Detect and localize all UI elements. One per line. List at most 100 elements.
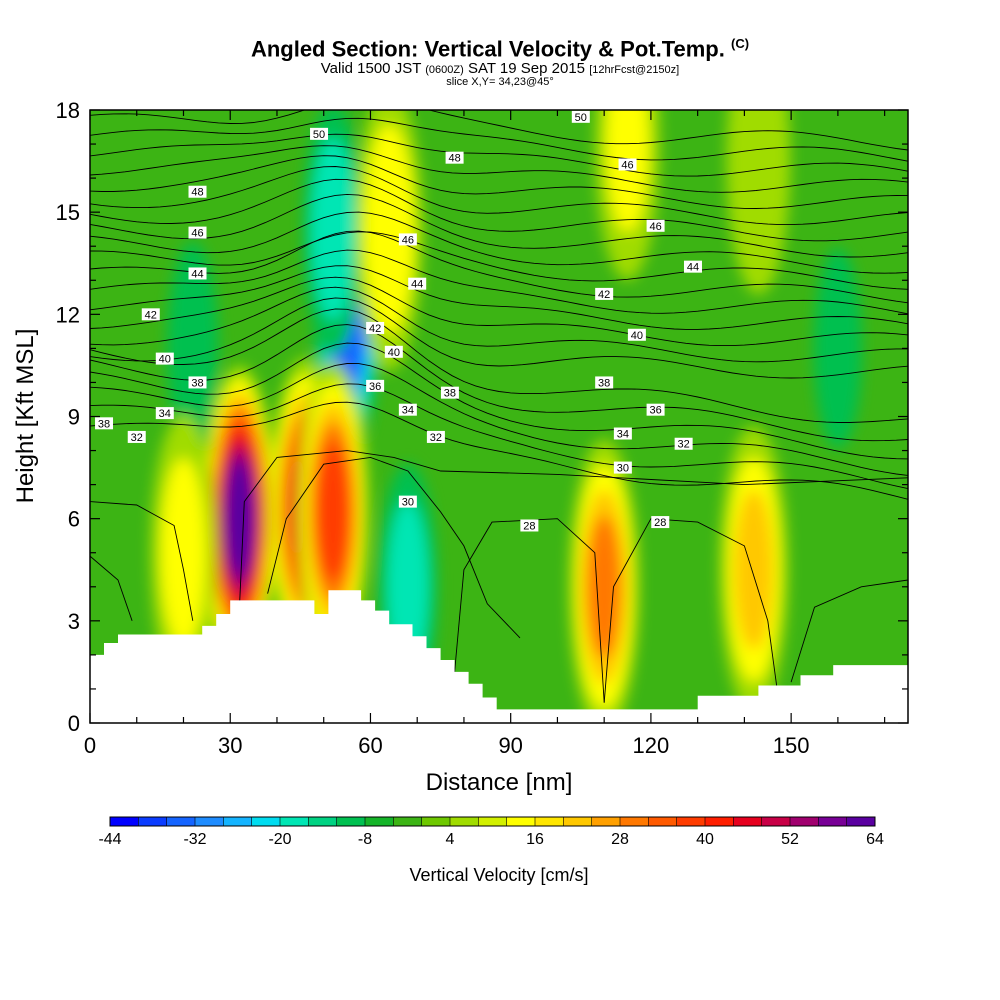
theta-label: 30 xyxy=(613,461,632,475)
theta-label-box xyxy=(95,417,114,430)
theta-label-box xyxy=(398,403,417,416)
theta-label: 46 xyxy=(646,219,665,233)
x-tick-label: 30 xyxy=(218,733,242,758)
theta-contour xyxy=(90,178,908,242)
theta-label-text: 50 xyxy=(313,129,325,141)
colorbar-tick-label: 64 xyxy=(866,831,884,848)
theta-contour xyxy=(90,117,908,162)
updraft-core xyxy=(224,458,255,579)
colorbar-tick-label: -44 xyxy=(98,831,121,848)
theta-label: 44 xyxy=(683,260,702,274)
colorbar-swatch xyxy=(818,817,848,826)
colorbar-swatch xyxy=(478,817,508,826)
colorbar-frame xyxy=(109,816,876,827)
theta-label: 34 xyxy=(613,427,632,441)
theta-label-box xyxy=(618,158,637,171)
theta-label-box xyxy=(595,376,614,389)
theta-label: 32 xyxy=(674,437,693,451)
theta-label-text: 28 xyxy=(654,517,666,529)
theta-contour xyxy=(790,579,908,683)
colorbar-swatch xyxy=(676,817,706,826)
theta-label-box xyxy=(366,321,385,334)
theta-contour xyxy=(90,155,908,209)
colorbar-tick-label: 16 xyxy=(526,831,544,848)
theta-label-box xyxy=(426,430,445,443)
theta-contour xyxy=(90,308,908,423)
theta-label: 28 xyxy=(651,516,670,529)
theta-label: 46 xyxy=(398,233,417,246)
theta-label-box xyxy=(188,267,207,280)
theta-label: 28 xyxy=(520,519,539,532)
colorbar-swatch xyxy=(223,817,253,826)
colorbar-swatch xyxy=(450,817,479,826)
theta-contour xyxy=(90,110,908,151)
colorbar-swatch xyxy=(790,817,819,826)
colorbar-tick-label: 40 xyxy=(696,831,714,848)
theta-contour xyxy=(90,145,908,193)
colorbar-tick-label: -20 xyxy=(268,831,291,848)
theta-contour xyxy=(90,324,908,442)
theta-label: 38 xyxy=(440,386,459,400)
theta-label-box xyxy=(646,219,665,232)
y-tick-label: 12 xyxy=(56,302,80,327)
theta-label: 44 xyxy=(188,267,207,280)
colorbar-swatch xyxy=(846,817,876,826)
downdraft-core xyxy=(813,248,862,449)
theta-contour xyxy=(603,518,778,703)
theta-label-text: 44 xyxy=(191,268,203,280)
x-tick-label: 120 xyxy=(633,733,670,758)
x-tick-label: 90 xyxy=(498,733,522,758)
colorbar-label: Vertical Velocity [cm/s] xyxy=(409,865,588,885)
theta-label: 38 xyxy=(95,417,114,430)
theta-label-box xyxy=(188,226,207,239)
theta-contour xyxy=(90,193,908,258)
theta-label: 36 xyxy=(646,403,665,417)
updraft-core xyxy=(586,515,622,659)
theta-label: 32 xyxy=(127,430,146,444)
y-tick-label: 6 xyxy=(68,507,80,532)
theta-label-box xyxy=(445,151,464,164)
theta-label-text: 42 xyxy=(369,323,381,335)
theta-label-box xyxy=(674,437,693,450)
colorbar-swatch xyxy=(761,817,791,826)
potential-temperature-contours xyxy=(90,110,908,703)
x-tick-label: 0 xyxy=(84,733,96,758)
theta-contour xyxy=(90,166,908,226)
theta-contour xyxy=(90,276,908,347)
theta-label-text: 28 xyxy=(523,520,535,532)
theta-label-text: 40 xyxy=(159,354,171,366)
chart-title-text: Angled Section: Vertical Velocity & Pot.… xyxy=(250,36,725,62)
theta-label: 32 xyxy=(426,430,445,444)
theta-label: 42 xyxy=(366,321,385,335)
theta-label-text: 40 xyxy=(388,347,400,359)
forecast-info: [12hrFcst@2150z] xyxy=(589,64,680,76)
theta-label-text: 46 xyxy=(402,234,414,246)
colorbar-swatch xyxy=(195,817,224,826)
theta-label-text: 50 xyxy=(575,112,587,124)
theta-label-text: 46 xyxy=(621,159,633,171)
theta-label-box xyxy=(440,386,459,399)
theta-label-text: 48 xyxy=(191,187,203,199)
theta-label: 38 xyxy=(595,376,614,389)
colorbar-swatch xyxy=(308,817,338,826)
theta-label: 38 xyxy=(188,376,207,389)
theta-contour xyxy=(90,363,908,476)
colorbar-swatch xyxy=(110,817,139,826)
colorbar-swatch xyxy=(393,817,423,826)
theta-label-text: 36 xyxy=(649,405,661,417)
theta-label-text: 46 xyxy=(649,221,661,233)
colorbar-swatch xyxy=(705,817,734,826)
theta-label-text: 30 xyxy=(617,463,629,475)
theta-contour xyxy=(90,383,908,490)
theta-contour xyxy=(239,450,908,604)
y-tick-label: 9 xyxy=(68,405,80,430)
downdraft-core xyxy=(311,137,356,321)
theta-label: 34 xyxy=(155,407,174,420)
theta-label-box xyxy=(188,185,207,198)
theta-label-text: 48 xyxy=(448,153,460,165)
theta-label-box xyxy=(127,430,146,443)
colorbar-swatch xyxy=(280,817,309,826)
theta-label: 44 xyxy=(408,277,427,291)
theta-label-text: 34 xyxy=(402,405,414,417)
